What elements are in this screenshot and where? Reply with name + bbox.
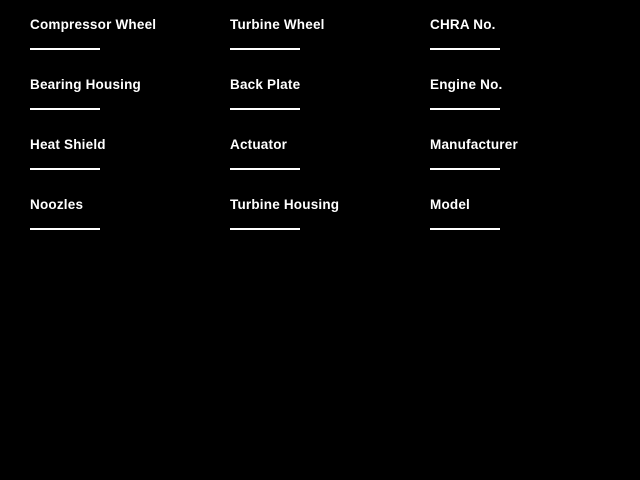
compressor-wheel-input[interactable] (30, 32, 100, 50)
field-noozles: Noozles (30, 198, 210, 254)
field-turbine-housing: Turbine Housing (230, 198, 410, 254)
back-plate-input[interactable] (230, 92, 300, 110)
bearing-housing-label: Bearing Housing (30, 77, 142, 92)
back-plate-label: Back Plate (230, 77, 301, 92)
field-actuator: Actuator (230, 138, 410, 194)
turbine-housing-label: Turbine Housing (230, 197, 340, 212)
field-heat-shield: Heat Shield (30, 138, 210, 194)
turbine-wheel-label: Turbine Wheel (230, 17, 325, 32)
field-bearing-housing: Bearing Housing (30, 78, 210, 134)
turbine-wheel-input[interactable] (230, 32, 300, 50)
noozles-label: Noozles (30, 197, 84, 212)
field-engine-no: Engine No. (430, 78, 610, 134)
heat-shield-label: Heat Shield (30, 137, 106, 152)
field-compressor-wheel: Compressor Wheel (30, 18, 210, 74)
chra-no-label: CHRA No. (430, 17, 496, 32)
actuator-input[interactable] (230, 152, 300, 170)
manufacturer-input[interactable] (430, 152, 500, 170)
field-model: Model (430, 198, 610, 254)
model-input[interactable] (430, 212, 500, 230)
model-label: Model (430, 197, 470, 212)
field-chra-no: CHRA No. (430, 18, 610, 74)
manufacturer-label: Manufacturer (430, 137, 518, 152)
compressor-wheel-label: Compressor Wheel (30, 17, 157, 32)
chra-no-input[interactable] (430, 32, 500, 50)
turbine-housing-input[interactable] (230, 212, 300, 230)
field-manufacturer: Manufacturer (430, 138, 610, 194)
heat-shield-input[interactable] (30, 152, 100, 170)
field-back-plate: Back Plate (230, 78, 410, 134)
noozles-input[interactable] (30, 212, 100, 230)
field-turbine-wheel: Turbine Wheel (230, 18, 410, 74)
actuator-label: Actuator (230, 137, 288, 152)
engine-no-input[interactable] (430, 92, 500, 110)
bearing-housing-input[interactable] (30, 92, 100, 110)
engine-no-label: Engine No. (430, 77, 503, 92)
